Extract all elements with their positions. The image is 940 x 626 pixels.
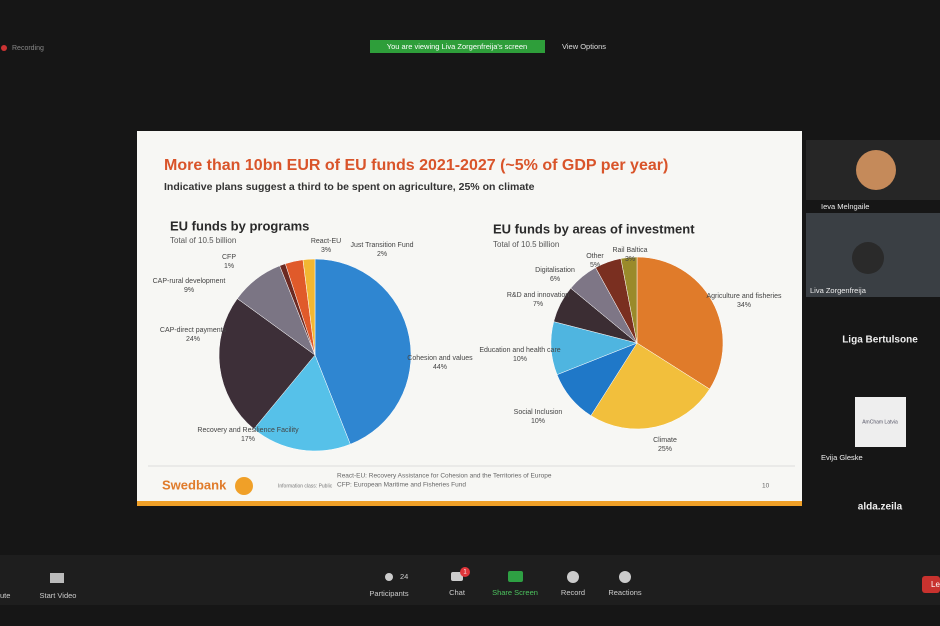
slice-label: R&D and innovation [507, 292, 569, 299]
avatar [852, 242, 884, 274]
chat-badge: 1 [463, 570, 467, 576]
record-icon [567, 571, 579, 583]
chart-subtitle: Total of 10.5 billion [493, 240, 559, 249]
slice-value-label: 9% [184, 287, 194, 294]
logo-text: AmCham Latvia [862, 419, 898, 425]
slice-label: CFP [222, 254, 236, 261]
slice-value-label: 2% [377, 251, 387, 258]
slide-subtitle: Indicative plans suggest a third to be s… [164, 181, 535, 193]
video-icon [50, 573, 64, 583]
slice-value-label: 10% [531, 418, 545, 425]
pie-slice [302, 258, 316, 356]
slice-label: CAP-rural development [153, 278, 226, 285]
slice-value-label: 3% [625, 256, 635, 263]
slice-value-label: 1% [224, 263, 234, 270]
participants-icon [385, 573, 393, 581]
pie-slice [253, 354, 351, 452]
share-screen[interactable]: Share Screen [492, 588, 538, 597]
slice-label: CAP-direct payments [160, 327, 227, 334]
info-class: Information class: Public [278, 483, 333, 489]
participant-name: Ieva Melngaile [821, 202, 869, 211]
chat-icon [451, 572, 463, 581]
participant-name: alda.zeila [858, 502, 903, 513]
reactions-icon [619, 571, 631, 583]
slice-label: React-EU [311, 238, 341, 245]
participant-name: Liva Zorgenfreija [810, 286, 867, 295]
toolbar-bg [0, 555, 940, 605]
avatar [856, 150, 896, 190]
slice-label: Education and health care [479, 347, 560, 354]
slice-value-label: 5% [590, 262, 600, 269]
slice-label: Just Transition Fund [350, 242, 413, 249]
pie-slice [636, 256, 724, 390]
page-number: 10 [762, 483, 770, 490]
slice-value-label: 25% [658, 446, 672, 453]
banner: You are viewing Liva Zorgenfreija's scre… [387, 42, 527, 51]
chart-title: EU funds by programs [170, 218, 309, 233]
slice-value-label: 6% [550, 276, 560, 283]
slice-label: Cohesion and values [407, 355, 473, 362]
record[interactable]: Record [561, 588, 585, 597]
banner-bg [370, 40, 545, 53]
leave-bg [922, 576, 940, 593]
slice-label: Other [586, 253, 604, 260]
slice-value-label: 10% [513, 356, 527, 363]
slice-value-label: 24% [186, 336, 200, 343]
mute[interactable]: ute [0, 591, 10, 600]
recording: Recording [12, 45, 44, 52]
reactions[interactable]: Reactions [608, 588, 642, 597]
slice-value-label: 3% [321, 247, 331, 254]
slice-value-label: 44% [433, 364, 447, 371]
chat[interactable]: Chat [449, 588, 466, 597]
recording-dot [1, 45, 7, 51]
slide-title: More than 10bn EUR of EU funds 2021-2027… [164, 157, 668, 174]
brand-logo [235, 477, 253, 495]
slice-label: Agriculture and fisheries [706, 293, 782, 300]
slice-value-label: 7% [533, 301, 543, 308]
pie-slice [314, 258, 412, 445]
participants-count: 24 [400, 572, 408, 581]
slice-label: Rail Baltica [612, 247, 647, 254]
slice-value-label: 17% [241, 436, 255, 443]
share-icon [508, 571, 523, 582]
view-options[interactable]: View Options [562, 42, 606, 51]
participant-name: Evija Gleske [821, 453, 863, 462]
chat-badge-bg [460, 567, 470, 577]
slice-label: Digitalisation [535, 267, 575, 274]
pie-slice [620, 256, 638, 344]
slide-bar [137, 501, 802, 506]
pie-slice [590, 342, 710, 430]
footnote: CFP: European Maritime and Fisheries Fun… [337, 482, 466, 489]
chart-subtitle: Total of 10.5 billion [170, 236, 236, 245]
logo-tile [855, 397, 906, 447]
chart-title: EU funds by areas of investment [493, 221, 695, 236]
slice-value-label: 34% [737, 302, 751, 309]
footnote: React-EU: Recovery Assistance for Cohesi… [337, 473, 552, 480]
start-video[interactable]: Start Video [40, 591, 77, 600]
brand: Swedbank [162, 477, 227, 492]
participant-name: Liga Bertulsone [842, 335, 918, 346]
pie-slice [218, 298, 316, 430]
participants[interactable]: Participants [369, 589, 408, 598]
slice-label: Climate [653, 437, 677, 444]
slice-label: Social Inclusion [514, 409, 563, 416]
slice-label: Recovery and Resilience Facility [197, 427, 299, 434]
leave[interactable]: Le [931, 580, 940, 589]
